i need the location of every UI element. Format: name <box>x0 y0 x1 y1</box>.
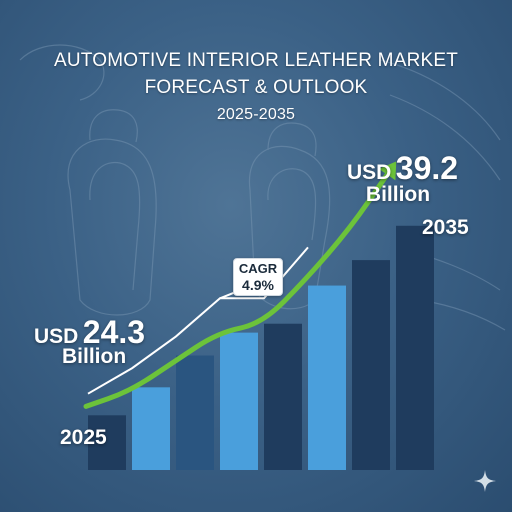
chart-subtitle-years: 2025-2035 <box>216 106 296 123</box>
start-value: 24.3 <box>82 314 146 350</box>
bar-2 <box>176 355 214 470</box>
bar-series <box>88 225 434 470</box>
seat-back-right <box>248 145 331 310</box>
year-label-start: 2025 <box>60 426 107 449</box>
start-unit: Billion <box>62 345 127 368</box>
dashboard-curve <box>379 59 501 181</box>
bar-4 <box>264 323 302 470</box>
sparkle-icon <box>474 470 496 492</box>
headrest-left <box>89 109 138 143</box>
chart-title-line1: AUTOMOTIVE INTERIOR LEATHER MARKET <box>53 50 459 71</box>
car-interior-sketch <box>19 44 506 331</box>
growth-arrow-line <box>83 172 390 409</box>
bar-6 <box>352 260 390 470</box>
bar-3 <box>220 332 258 470</box>
seat-back-left <box>67 138 157 316</box>
cagr-value: 4.9% <box>242 277 274 293</box>
steering-wheel <box>19 44 105 101</box>
seat-back-right-inner <box>267 168 317 241</box>
bar-0 <box>88 415 126 470</box>
end-unit: Billion <box>365 183 431 206</box>
end-currency: USD <box>347 161 392 184</box>
start-currency: USD <box>34 325 79 348</box>
cagr-label: CAGR <box>238 261 278 276</box>
start-value-callout: USD 24.3 Billion <box>34 314 145 369</box>
cagr-badge: CAGR 4.9% <box>233 258 283 296</box>
seat-back-left-inner <box>89 161 141 291</box>
bar-7 <box>396 225 434 470</box>
year-label-end: 2035 <box>422 216 469 239</box>
chart-title-line2: FORECAST & OUTLOOK <box>144 77 368 98</box>
growth-arrowhead <box>378 161 397 181</box>
bar-5 <box>308 285 346 470</box>
end-value-callout: USD 39.2 Billion <box>347 150 458 207</box>
end-value: 39.2 <box>395 150 459 186</box>
bar-1 <box>132 387 170 470</box>
headrest-right <box>267 122 317 157</box>
